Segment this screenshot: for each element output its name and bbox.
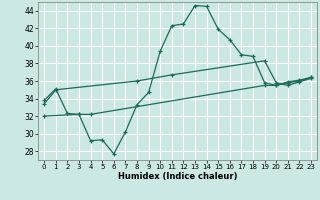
X-axis label: Humidex (Indice chaleur): Humidex (Indice chaleur) bbox=[118, 172, 237, 181]
